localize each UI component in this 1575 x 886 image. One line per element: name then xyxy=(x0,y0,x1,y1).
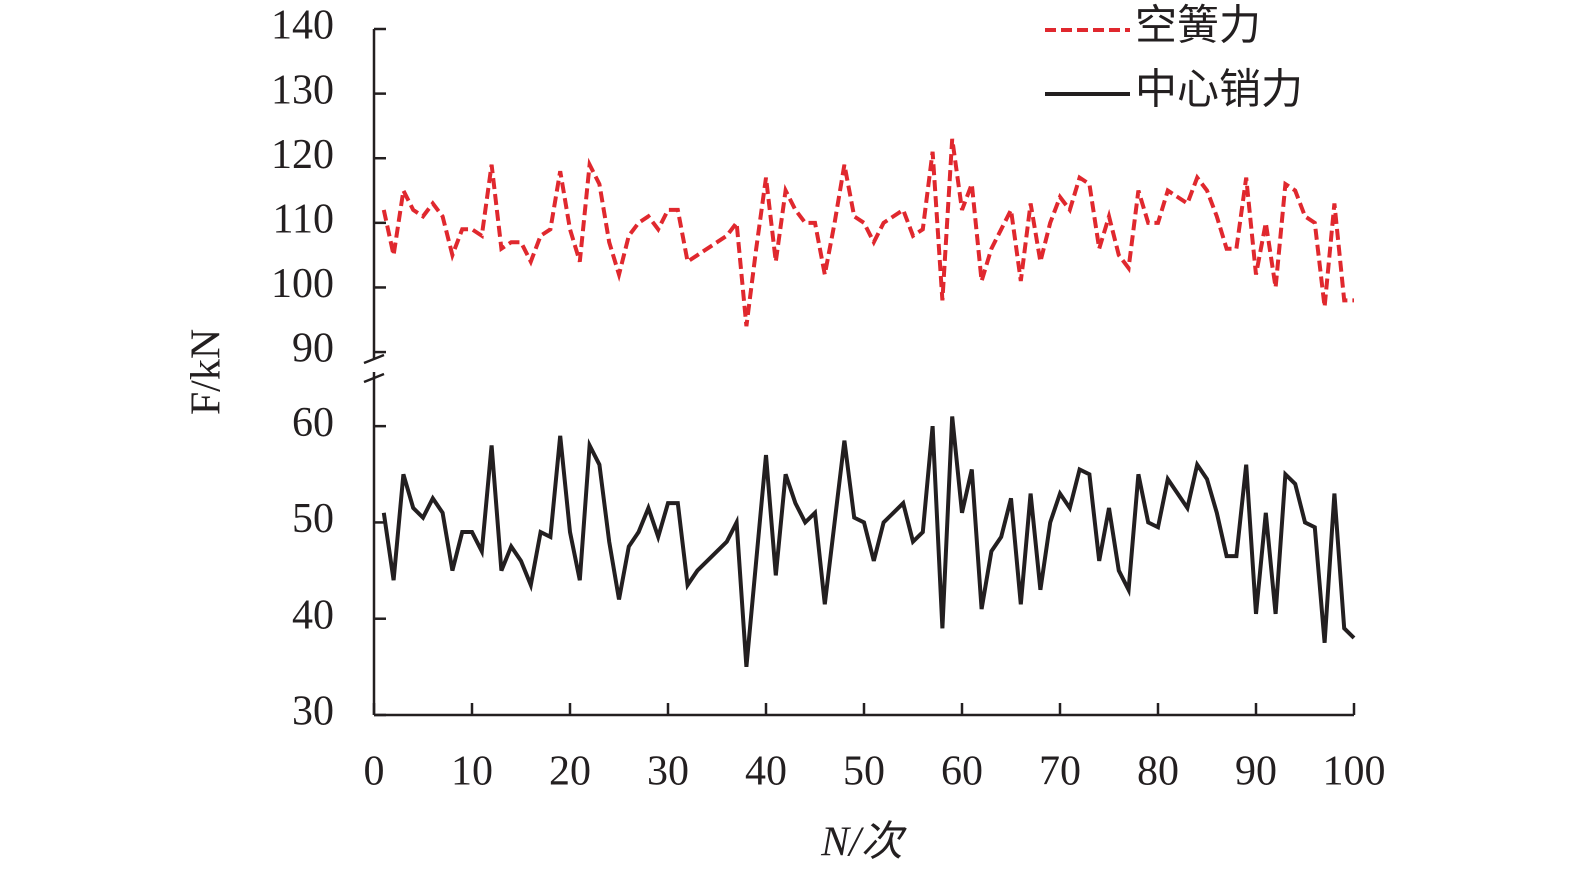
x-tick-label: 40 xyxy=(745,749,787,795)
series-line xyxy=(381,138,1354,327)
legend-label: 空簧力 xyxy=(1135,3,1261,50)
x-tick-label: 50 xyxy=(843,749,885,795)
legend-label: 中心销力 xyxy=(1135,68,1303,114)
y2-tick-label: 100 xyxy=(271,261,334,307)
y-axis-label: F/kN xyxy=(184,329,230,415)
x-tick-label: 80 xyxy=(1137,749,1179,795)
x-tick-label: 10 xyxy=(451,749,493,795)
y2-tick-label: 120 xyxy=(271,132,334,178)
y-tick-label: 50 xyxy=(292,496,334,542)
x-tick-label: 30 xyxy=(647,749,689,795)
x-tick-label: 20 xyxy=(549,749,591,795)
x-axis-label: N/次 xyxy=(820,820,907,866)
y2-tick-label: 110 xyxy=(273,196,334,242)
y-tick-label: 40 xyxy=(292,592,334,638)
axis-break xyxy=(363,353,385,384)
series-line xyxy=(381,416,1356,668)
y2-tick-label: 90 xyxy=(292,326,334,372)
y-tick-label: 60 xyxy=(292,400,334,446)
x-tick-label: 0 xyxy=(364,749,385,795)
y2-tick-label: 130 xyxy=(271,67,334,113)
x-tick-label: 70 xyxy=(1039,749,1081,795)
x-tick-label: 100 xyxy=(1323,749,1386,795)
x-tick-label: 60 xyxy=(941,749,983,795)
y-tick-label: 30 xyxy=(292,689,334,735)
y2-tick-label: 140 xyxy=(271,3,334,49)
x-tick-label: 90 xyxy=(1235,749,1277,795)
